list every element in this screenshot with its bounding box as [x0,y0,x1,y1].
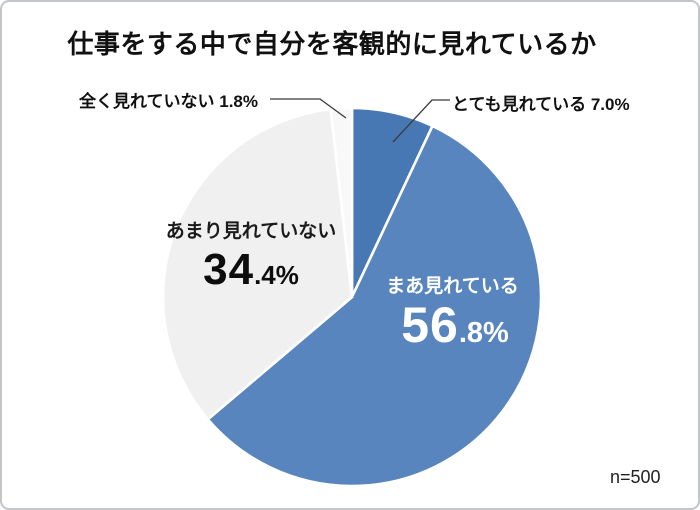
label-slice-name-mostly: まあ見れている [386,276,519,297]
pie-slices-group [161,106,543,488]
sample-size-note: n=500 [610,467,661,487]
label-slice-pct-mostly: 56.8% [385,296,525,354]
pct-small-rarely: .4% [254,260,299,290]
chart-title: 仕事をする中で自分を客観的に見れているか [67,29,597,59]
pct-big-rarely: 34 [203,245,255,294]
pie-slice-2 [161,107,354,421]
label-callout-none: 全く見れていない 1.8% [79,92,258,111]
leader-line-none-slice [270,98,347,119]
pie-slice-3 [329,106,354,299]
label-slice-pct-rarely: 34.4% [166,245,336,295]
leader-line-very-slice [392,99,450,143]
pct-small-mostly: .8% [458,317,509,349]
pct-big-mostly: 56 [401,297,459,353]
label-callout-very: とても見れている 7.0% [452,95,630,114]
label-slice-name-rarely: あまり見れていない [165,221,337,242]
pie-slice-1 [206,124,543,488]
